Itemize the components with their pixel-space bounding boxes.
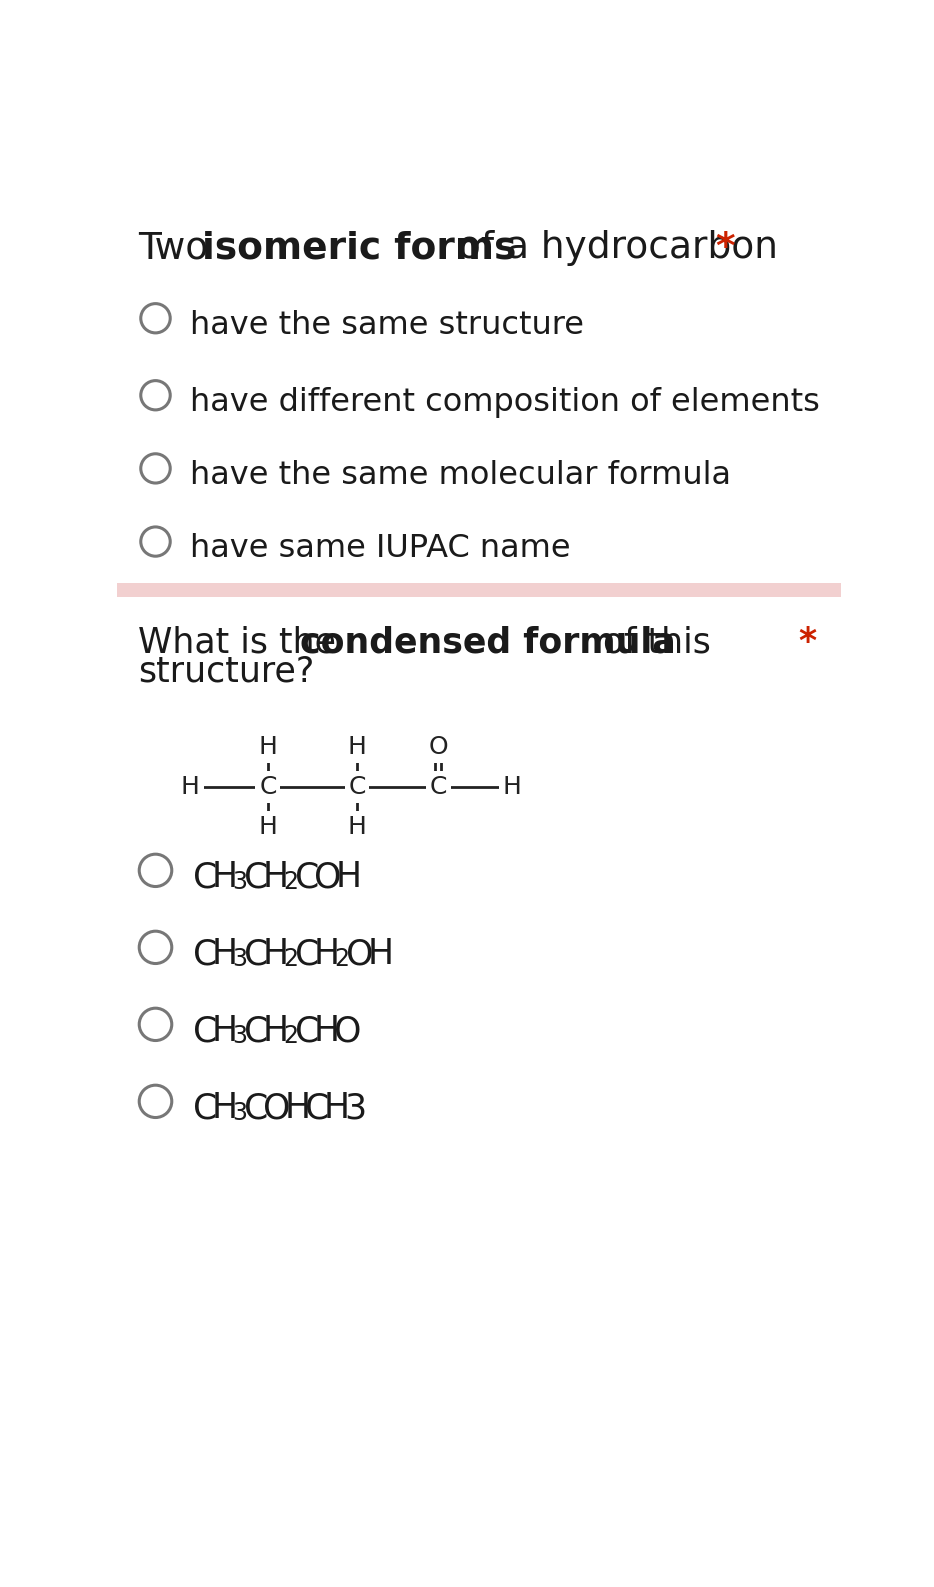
Text: 3: 3 xyxy=(232,870,248,895)
Text: have the same molecular formula: have the same molecular formula xyxy=(191,460,731,490)
Text: H: H xyxy=(259,735,277,759)
Text: H: H xyxy=(324,1092,349,1125)
Text: H: H xyxy=(181,774,200,800)
Text: isomeric forms: isomeric forms xyxy=(202,230,517,267)
Text: 2: 2 xyxy=(283,870,298,895)
Text: H: H xyxy=(368,938,393,971)
Text: of this: of this xyxy=(591,625,711,660)
Text: O: O xyxy=(314,860,342,895)
Text: 3: 3 xyxy=(232,1024,248,1049)
Text: C: C xyxy=(192,860,217,895)
Text: H: H xyxy=(212,860,238,895)
Text: H: H xyxy=(262,1014,289,1049)
Text: C: C xyxy=(192,938,217,971)
Text: 2: 2 xyxy=(283,947,298,971)
Text: C: C xyxy=(192,1092,217,1125)
Text: 3: 3 xyxy=(232,1101,248,1125)
Text: C: C xyxy=(192,1014,217,1049)
Text: structure?: structure? xyxy=(138,655,315,689)
Text: *: * xyxy=(799,625,817,660)
Text: H: H xyxy=(212,1014,238,1049)
Text: of a hydrocarbon: of a hydrocarbon xyxy=(446,230,778,267)
Text: H: H xyxy=(259,816,277,840)
Text: H: H xyxy=(262,860,289,895)
Text: H: H xyxy=(262,938,289,971)
Text: 2: 2 xyxy=(334,947,349,971)
Text: 3: 3 xyxy=(344,1092,366,1125)
Text: C: C xyxy=(295,1014,319,1049)
Text: H: H xyxy=(314,1014,340,1049)
Bar xyxy=(117,582,841,597)
Text: C: C xyxy=(244,860,268,895)
Text: have different composition of elements: have different composition of elements xyxy=(191,387,820,417)
Text: C: C xyxy=(244,1014,268,1049)
Text: H: H xyxy=(314,938,340,971)
Text: H: H xyxy=(347,735,366,759)
Text: condensed formula: condensed formula xyxy=(301,625,676,660)
Text: H: H xyxy=(335,860,361,895)
Text: What is the: What is the xyxy=(138,625,347,660)
Text: Two: Two xyxy=(138,230,220,267)
Text: H: H xyxy=(212,938,238,971)
Text: C: C xyxy=(430,774,447,800)
Text: C: C xyxy=(295,860,319,895)
Text: C: C xyxy=(304,1092,329,1125)
Text: O: O xyxy=(429,735,448,759)
Text: have the same structure: have the same structure xyxy=(191,309,585,341)
Text: O: O xyxy=(334,1014,361,1049)
Text: H: H xyxy=(347,816,366,840)
Text: H: H xyxy=(502,774,521,800)
Text: C: C xyxy=(295,938,319,971)
Text: *: * xyxy=(703,230,736,267)
Text: C: C xyxy=(348,774,366,800)
Text: C: C xyxy=(260,774,276,800)
Text: O: O xyxy=(347,938,374,971)
Text: 3: 3 xyxy=(232,947,248,971)
Text: C: C xyxy=(244,1092,268,1125)
Text: H: H xyxy=(284,1092,310,1125)
Text: H: H xyxy=(212,1092,238,1125)
Text: have same IUPAC name: have same IUPAC name xyxy=(191,533,571,563)
Text: O: O xyxy=(262,1092,290,1125)
Text: 2: 2 xyxy=(283,1024,298,1049)
Text: C: C xyxy=(244,938,268,971)
